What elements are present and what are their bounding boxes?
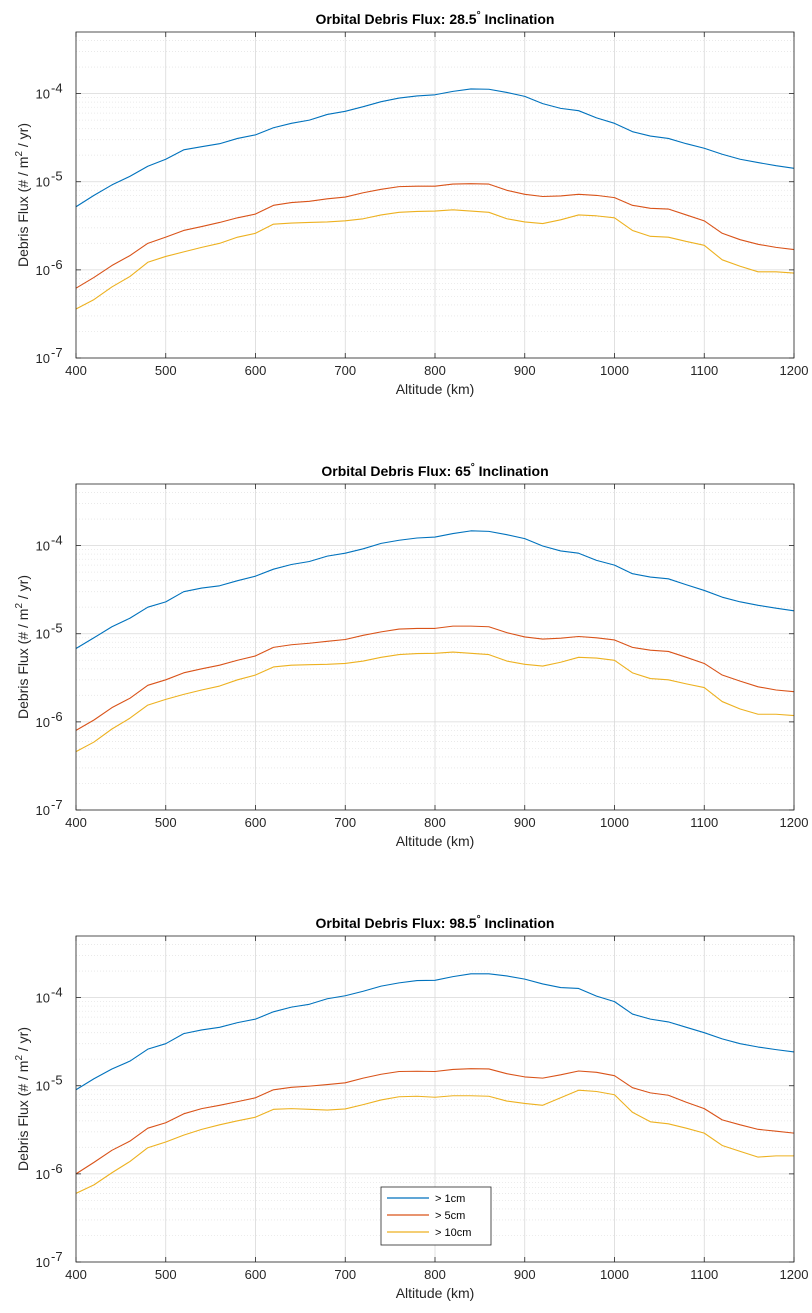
x-tick-label: 600 xyxy=(245,815,267,830)
x-tick-label: 500 xyxy=(155,363,177,378)
x-tick-label: 700 xyxy=(334,363,356,378)
chart-title: Orbital Debris Flux: 28.5° Inclination xyxy=(316,10,555,27)
series-line-5cm xyxy=(75,183,795,289)
x-axis-label: Altitude (km) xyxy=(396,833,475,849)
y-tick-exponent: -7 xyxy=(51,797,63,812)
x-tick-label: 600 xyxy=(245,1267,267,1282)
y-tick-label: 10 xyxy=(36,351,50,366)
y-tick-exponent: -5 xyxy=(51,621,63,636)
y-tick-label: 10 xyxy=(36,803,50,818)
x-tick-label: 700 xyxy=(334,815,356,830)
x-tick-label: 600 xyxy=(245,363,267,378)
chart-title: Orbital Debris Flux: 98.5° Inclination xyxy=(316,914,555,931)
x-tick-label: 400 xyxy=(65,363,87,378)
y-tick-exponent: -4 xyxy=(51,533,63,548)
chart-panel-2: 400 500 600 700 800 900 1000 1100 120010-710-610… xyxy=(14,462,808,849)
x-tick-label: 400 xyxy=(65,815,87,830)
x-tick-label: 900 xyxy=(514,363,536,378)
legend-label-1cm: > 1cm xyxy=(435,1193,465,1205)
x-tick-label: 500 xyxy=(155,1267,177,1282)
x-tick-label: 700 xyxy=(334,1267,356,1282)
x-tick-label: 1000 xyxy=(600,1267,629,1282)
y-tick-exponent: -5 xyxy=(51,1073,63,1088)
series-line-5cm xyxy=(75,1068,795,1175)
y-tick-exponent: -6 xyxy=(51,709,63,724)
y-tick-label: 10 xyxy=(36,715,50,730)
y-tick-label: 10 xyxy=(36,87,50,102)
x-tick-label: 1100 xyxy=(690,815,718,830)
chart-panel-3: 400 500 600 700 800 900 1000 1100 120010-710-610… xyxy=(14,914,808,1301)
legend-label-10cm: > 10cm xyxy=(435,1227,471,1239)
x-tick-label: 800 xyxy=(424,363,446,378)
y-tick-label: 10 xyxy=(36,539,50,554)
y-axis-label: Debris Flux (# / m2 / yr) xyxy=(14,123,31,267)
y-tick-label: 10 xyxy=(36,175,50,190)
x-tick-label: 1200 xyxy=(780,815,809,830)
y-tick-exponent: -4 xyxy=(51,81,63,96)
x-tick-label: 1200 xyxy=(780,363,809,378)
y-tick-label: 10 xyxy=(36,1079,50,1094)
y-axis-label: Debris Flux (# / m2 / yr) xyxy=(14,1027,31,1171)
x-tick-label: 900 xyxy=(514,815,536,830)
y-tick-exponent: -4 xyxy=(51,985,63,1000)
y-tick-label: 10 xyxy=(36,627,50,642)
x-tick-label: 800 xyxy=(424,1267,446,1282)
y-tick-label: 10 xyxy=(36,991,50,1006)
y-tick-label: 10 xyxy=(36,263,50,278)
series-line-10cm xyxy=(75,209,795,310)
x-axis-label: Altitude (km) xyxy=(396,381,475,397)
y-tick-exponent: -6 xyxy=(51,1161,63,1176)
series-line-1cm xyxy=(75,88,795,208)
series-line-1cm xyxy=(75,973,795,1091)
chart-panel-1: 400 500 600 700 800 900 1000 1100 120010-710-610… xyxy=(14,10,808,397)
y-axis-label: Debris Flux (# / m2 / yr) xyxy=(14,575,31,719)
y-tick-exponent: -6 xyxy=(51,257,63,272)
series-line-1cm xyxy=(75,530,795,649)
x-tick-label: 1100 xyxy=(690,363,718,378)
legend: > 1cm > 5cm > 10cm xyxy=(380,1186,492,1246)
y-tick-exponent: -7 xyxy=(51,345,63,360)
x-tick-label: 1100 xyxy=(690,1267,718,1282)
y-tick-exponent: -5 xyxy=(51,169,63,184)
y-tick-label: 10 xyxy=(36,1255,50,1270)
legend-label-5cm: > 5cm xyxy=(435,1210,465,1222)
x-tick-label: 500 xyxy=(155,815,177,830)
x-tick-label: 1000 xyxy=(600,363,629,378)
x-tick-label: 1200 xyxy=(780,1267,809,1282)
x-tick-label: 800 xyxy=(424,815,446,830)
legend-box xyxy=(380,1186,492,1246)
x-axis-label: Altitude (km) xyxy=(396,1285,475,1301)
x-tick-label: 400 xyxy=(65,1267,87,1282)
y-tick-exponent: -7 xyxy=(51,1249,63,1264)
series-line-5cm xyxy=(75,625,795,731)
x-tick-label: 1000 xyxy=(600,815,629,830)
chart-title: Orbital Debris Flux: 65° Inclination xyxy=(321,462,548,479)
y-tick-label: 10 xyxy=(36,1167,50,1182)
series-line-10cm xyxy=(75,651,795,753)
series-line-10cm xyxy=(75,1089,794,1194)
x-tick-label: 900 xyxy=(514,1267,536,1282)
